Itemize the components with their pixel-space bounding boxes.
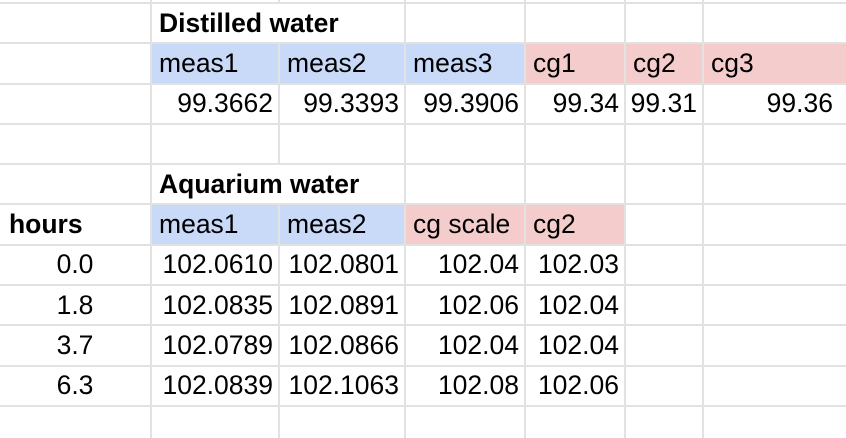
- hours-value[interactable]: 3.7: [0, 326, 152, 367]
- empty-cell[interactable]: [704, 367, 846, 407]
- aq-cgscale-value[interactable]: 102.04: [406, 245, 526, 287]
- col-header-cg2[interactable]: cg2: [626, 44, 704, 85]
- aquarium-data-row: 6.3 102.0839 102.1063 102.08 102.06: [0, 366, 846, 407]
- distilled-values-row: 99.3662 99.3393 99.3906 99.34 99.31 99.3…: [0, 84, 846, 125]
- aq-meas2-value[interactable]: 102.1063: [280, 366, 406, 407]
- empty-cell[interactable]: [704, 286, 846, 327]
- col-header-meas1[interactable]: meas1: [152, 44, 280, 85]
- aq-meas2-value[interactable]: 102.0866: [280, 326, 406, 367]
- distilled-meas3-value[interactable]: 99.3906: [406, 84, 526, 125]
- empty-cell[interactable]: [626, 366, 704, 407]
- empty-cell[interactable]: [526, 0, 626, 4]
- aq-meas2-value[interactable]: 102.0891: [280, 286, 406, 327]
- aq-meas1-value[interactable]: 102.0835: [152, 286, 280, 327]
- empty-cell[interactable]: [280, 0, 406, 4]
- empty-cell[interactable]: [152, 406, 280, 438]
- aq-meas1-value[interactable]: 102.0789: [152, 326, 280, 367]
- aquarium-header-row: hours meas1 meas2 cg scale cg2: [0, 205, 846, 246]
- aquarium-title-cell[interactable]: Aquarium water: [152, 165, 406, 206]
- col-header-cg3[interactable]: cg3: [704, 44, 846, 85]
- empty-cell[interactable]: [406, 165, 526, 206]
- empty-cell[interactable]: [626, 286, 704, 327]
- empty-cell[interactable]: [704, 407, 846, 438]
- empty-cell[interactable]: [626, 165, 704, 206]
- empty-cell[interactable]: [152, 0, 280, 4]
- empty-cell[interactable]: [704, 4, 846, 45]
- empty-cell[interactable]: [526, 124, 626, 166]
- partial-row-bottom: [0, 406, 846, 438]
- distilled-meas2-value[interactable]: 99.3393: [280, 84, 406, 125]
- empty-cell[interactable]: [626, 205, 704, 246]
- empty-cell[interactable]: [0, 84, 152, 125]
- col-header-cg-scale[interactable]: cg scale: [406, 205, 526, 246]
- empty-cell[interactable]: [704, 165, 846, 206]
- aq-meas2-value[interactable]: 102.0801: [280, 245, 406, 287]
- aquarium-data-row: 0.0 102.0610 102.0801 102.04 102.03: [0, 245, 846, 287]
- hours-value[interactable]: 0.0: [0, 245, 152, 287]
- col-header-aq-cg2[interactable]: cg2: [526, 205, 626, 246]
- aq-cgscale-value[interactable]: 102.08: [406, 366, 526, 407]
- empty-cell[interactable]: [0, 0, 152, 4]
- empty-cell[interactable]: [406, 4, 526, 45]
- aquarium-title-row: Aquarium water: [0, 165, 846, 206]
- empty-cell[interactable]: [704, 125, 846, 166]
- empty-cell[interactable]: [406, 406, 526, 438]
- hours-header-cell[interactable]: hours: [0, 205, 152, 246]
- empty-cell[interactable]: [626, 406, 704, 438]
- aq-cg2-value[interactable]: 102.06: [526, 366, 626, 407]
- col-header-aq-meas1[interactable]: meas1: [152, 205, 280, 246]
- empty-cell[interactable]: [526, 4, 626, 45]
- empty-cell[interactable]: [704, 205, 846, 246]
- empty-cell[interactable]: [626, 4, 704, 45]
- col-header-aq-meas2[interactable]: meas2: [280, 205, 406, 246]
- distilled-cg1-value[interactable]: 99.34: [526, 84, 626, 125]
- empty-cell[interactable]: [406, 124, 526, 166]
- aquarium-data-row: 1.8 102.0835 102.0891 102.06 102.04: [0, 286, 846, 327]
- empty-cell[interactable]: [704, 326, 846, 367]
- empty-cell[interactable]: [0, 124, 152, 166]
- hours-value[interactable]: 6.3: [0, 366, 152, 407]
- empty-cell[interactable]: [626, 326, 704, 367]
- distilled-meas1-value[interactable]: 99.3662: [152, 84, 280, 125]
- aq-cg2-value[interactable]: 102.03: [526, 245, 626, 287]
- col-header-meas2[interactable]: meas2: [280, 44, 406, 85]
- aq-meas1-value[interactable]: 102.0610: [152, 245, 280, 287]
- empty-cell[interactable]: [526, 165, 626, 206]
- distilled-cg2-value[interactable]: 99.31: [626, 84, 704, 125]
- empty-cell[interactable]: [704, 0, 846, 4]
- hours-value[interactable]: 1.8: [0, 286, 152, 327]
- aq-cg2-value[interactable]: 102.04: [526, 326, 626, 367]
- aq-cg2-value[interactable]: 102.04: [526, 286, 626, 327]
- empty-cell[interactable]: [0, 406, 152, 438]
- aq-cgscale-value[interactable]: 102.06: [406, 286, 526, 327]
- empty-cell[interactable]: [0, 4, 152, 45]
- empty-row: [0, 124, 846, 166]
- empty-cell[interactable]: [626, 245, 704, 287]
- empty-cell[interactable]: [406, 0, 526, 4]
- empty-cell[interactable]: [0, 165, 152, 206]
- empty-cell[interactable]: [0, 44, 152, 85]
- empty-cell[interactable]: [626, 124, 704, 166]
- aq-cgscale-value[interactable]: 102.04: [406, 326, 526, 367]
- distilled-cg3-value[interactable]: 99.36: [704, 85, 846, 125]
- empty-cell[interactable]: [526, 406, 626, 438]
- empty-cell[interactable]: [626, 0, 704, 4]
- col-header-cg1[interactable]: cg1: [526, 44, 626, 85]
- empty-cell[interactable]: [280, 124, 406, 166]
- partial-row-top: [0, 0, 846, 4]
- empty-cell[interactable]: [280, 406, 406, 438]
- distilled-header-row: meas1 meas2 meas3 cg1 cg2 cg3: [0, 44, 846, 85]
- empty-cell[interactable]: [152, 124, 280, 166]
- aq-meas1-value[interactable]: 102.0839: [152, 366, 280, 407]
- aquarium-data-row: 3.7 102.0789 102.0866 102.04 102.04: [0, 326, 846, 367]
- col-header-meas3[interactable]: meas3: [406, 44, 526, 85]
- distilled-title-cell[interactable]: Distilled water: [152, 4, 406, 45]
- empty-cell[interactable]: [704, 246, 846, 287]
- distilled-title-row: Distilled water: [0, 4, 846, 45]
